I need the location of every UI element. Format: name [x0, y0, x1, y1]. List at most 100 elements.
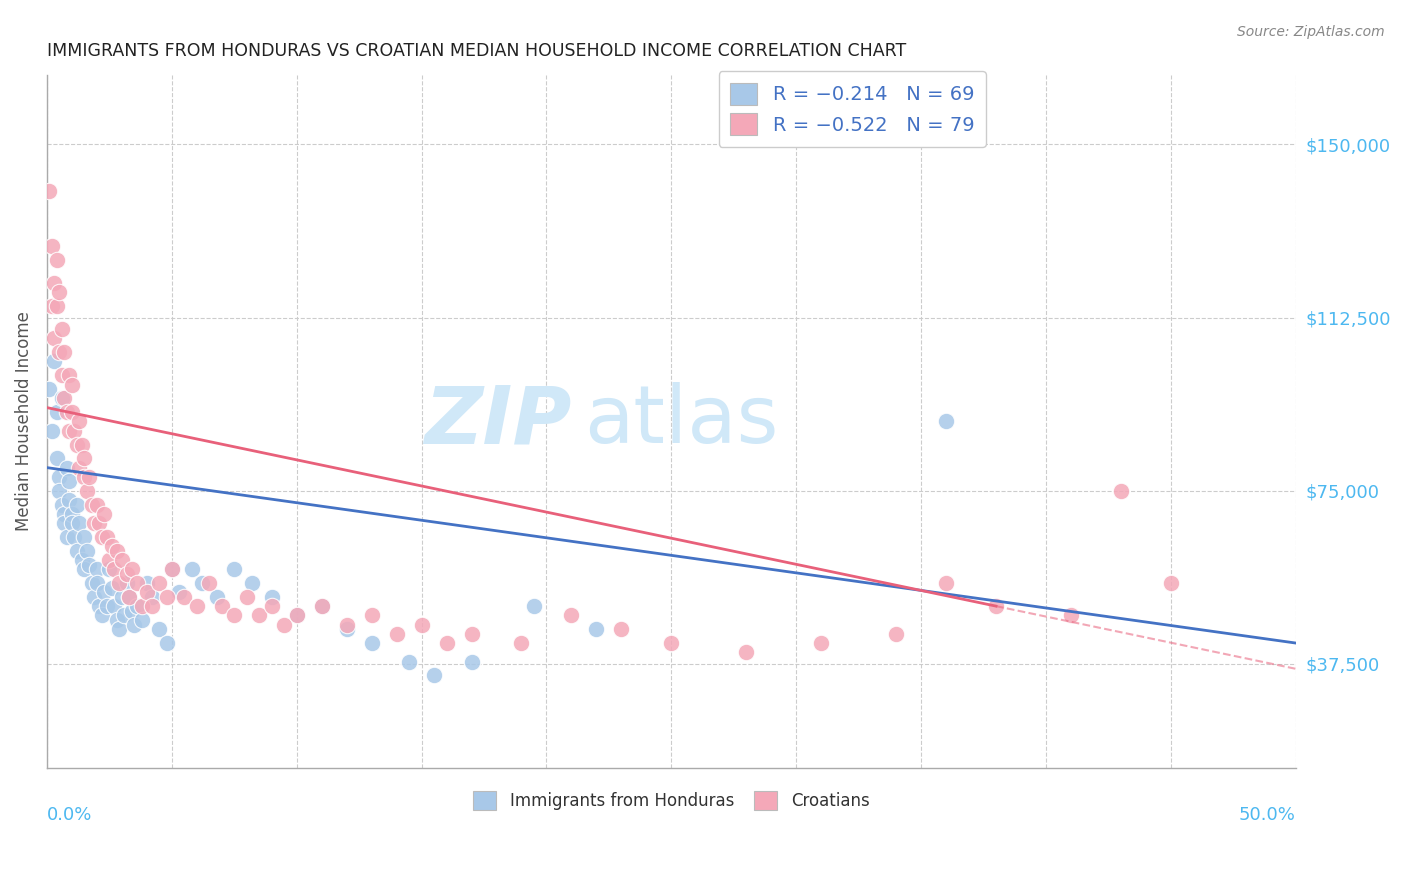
Point: [60, 516, 83, 530]
Point: [67, 414, 90, 428]
Point: [86, 498, 108, 512]
Point: [285, 608, 308, 623]
Point: [58, 492, 80, 507]
Point: [260, 599, 283, 614]
Point: [1060, 608, 1083, 623]
Point: [659, 636, 682, 650]
Point: [58, 368, 80, 383]
Point: [44, 354, 66, 368]
Point: [436, 636, 458, 650]
Point: [884, 627, 907, 641]
Point: [108, 622, 131, 636]
Point: [141, 590, 163, 604]
Point: [121, 604, 143, 618]
Point: [48, 483, 70, 498]
Point: [360, 636, 382, 650]
Point: [984, 599, 1007, 614]
Point: [460, 655, 482, 669]
Point: [51, 392, 73, 406]
Point: [156, 636, 179, 650]
Point: [89, 599, 111, 614]
Point: [66, 498, 89, 512]
Point: [56, 405, 79, 419]
Point: [53, 507, 76, 521]
Point: [124, 617, 146, 632]
Point: [98, 553, 121, 567]
Y-axis label: Median Household Income: Median Household Income: [15, 311, 32, 532]
Point: [108, 576, 131, 591]
Text: atlas: atlas: [583, 383, 779, 460]
Point: [45, 451, 67, 466]
Point: [41, 239, 63, 253]
Point: [240, 576, 263, 591]
Point: [73, 470, 96, 484]
Point: [160, 562, 183, 576]
Point: [460, 627, 482, 641]
Point: [44, 276, 66, 290]
Point: [67, 460, 90, 475]
Point: [336, 617, 359, 632]
Text: IMMIGRANTS FROM HONDURAS VS CROATIAN MEDIAN HOUSEHOLD INCOME CORRELATION CHART: IMMIGRANTS FROM HONDURAS VS CROATIAN MED…: [46, 42, 905, 60]
Point: [247, 608, 270, 623]
Point: [423, 668, 446, 682]
Point: [336, 622, 359, 636]
Point: [115, 566, 138, 581]
Point: [96, 530, 118, 544]
Point: [125, 599, 148, 614]
Point: [41, 299, 63, 313]
Point: [211, 599, 233, 614]
Point: [93, 585, 115, 599]
Point: [173, 590, 195, 604]
Point: [48, 345, 70, 359]
Point: [103, 562, 125, 576]
Point: [80, 576, 103, 591]
Point: [235, 590, 257, 604]
Point: [79, 470, 101, 484]
Point: [285, 608, 308, 623]
Point: [224, 608, 246, 623]
Point: [56, 530, 79, 544]
Point: [198, 576, 221, 591]
Point: [73, 451, 96, 466]
Point: [148, 576, 170, 591]
Point: [112, 608, 135, 623]
Point: [118, 590, 141, 604]
Point: [90, 530, 112, 544]
Point: [86, 562, 108, 576]
Point: [83, 516, 105, 530]
Point: [60, 507, 83, 521]
Point: [98, 562, 121, 576]
Point: [186, 599, 208, 614]
Point: [76, 543, 98, 558]
Point: [411, 617, 433, 632]
Point: [51, 368, 73, 383]
Point: [90, 608, 112, 623]
Point: [45, 252, 67, 267]
Point: [51, 498, 73, 512]
Point: [38, 382, 60, 396]
Legend: Immigrants from Honduras, Croatians: Immigrants from Honduras, Croatians: [465, 782, 877, 818]
Point: [810, 636, 832, 650]
Point: [67, 516, 90, 530]
Point: [156, 590, 179, 604]
Point: [105, 543, 128, 558]
Point: [610, 622, 633, 636]
Point: [63, 424, 86, 438]
Point: [131, 599, 153, 614]
Point: [103, 599, 125, 614]
Point: [44, 331, 66, 345]
Point: [53, 392, 76, 406]
Point: [58, 424, 80, 438]
Point: [93, 507, 115, 521]
Point: [60, 405, 83, 419]
Point: [96, 599, 118, 614]
Point: [76, 483, 98, 498]
Point: [60, 377, 83, 392]
Text: Source: ZipAtlas.com: Source: ZipAtlas.com: [1237, 25, 1385, 39]
Point: [131, 613, 153, 627]
Point: [510, 636, 533, 650]
Text: 0.0%: 0.0%: [46, 805, 93, 824]
Point: [73, 562, 96, 576]
Point: [38, 184, 60, 198]
Point: [190, 576, 212, 591]
